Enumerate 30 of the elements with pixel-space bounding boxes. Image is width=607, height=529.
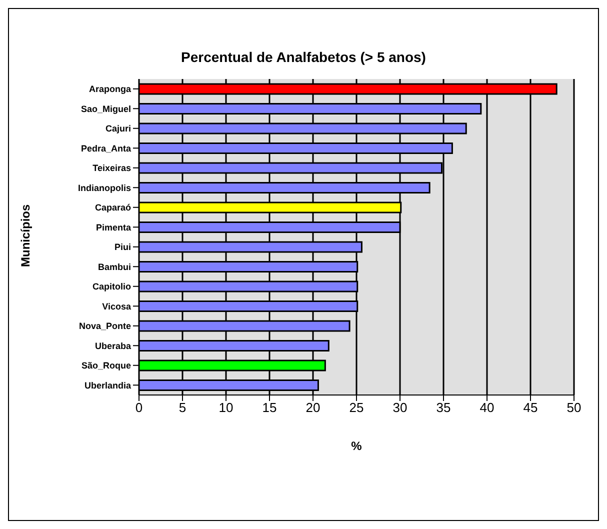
y-axis-title: Municípios: [18, 204, 32, 267]
x-tick-label: 35: [436, 400, 451, 416]
x-tick-label: 30: [392, 400, 408, 416]
x-tick-label: 5: [178, 400, 186, 416]
x-tick-label: 20: [306, 400, 320, 416]
y-tick-label: Piui: [114, 242, 131, 252]
y-tick-label: Vicosa: [102, 301, 132, 312]
y-tick-label: Indianopolis: [78, 182, 131, 193]
x-tick-label: 0: [135, 400, 143, 416]
y-tick-label: Sao_Miguel: [80, 104, 131, 114]
y-tick-label: Pimenta: [96, 222, 132, 232]
y-tick-label: São_Roque: [81, 360, 131, 371]
y-tick-label: Nova_Ponte: [78, 321, 131, 332]
chart-title: Percentual de Analfabetos (> 5 anos): [180, 49, 427, 65]
y-tick-label: Pedra_Anta: [80, 143, 132, 154]
y-tick-label: Caparaó: [94, 202, 132, 213]
x-tick-label: 40: [480, 400, 494, 416]
y-tick-label: Teixeiras: [92, 163, 131, 174]
x-tick-label: 15: [262, 400, 277, 416]
x-tick-label: 45: [523, 400, 538, 416]
x-tick-label: 10: [218, 400, 234, 416]
x-tick-label: 50: [566, 400, 582, 416]
y-tick-label: Araponga: [88, 84, 132, 94]
y-tick-label: Bambui: [98, 262, 131, 272]
y-tick-label: Cajuri: [105, 124, 131, 134]
y-tick-label: Uberlandia: [84, 380, 132, 390]
y-tick-label: Capitolio: [92, 282, 132, 292]
y-tick-label: Uberaba: [94, 340, 132, 351]
x-axis-title: %: [351, 439, 362, 453]
x-tick-label: 25: [349, 400, 364, 416]
